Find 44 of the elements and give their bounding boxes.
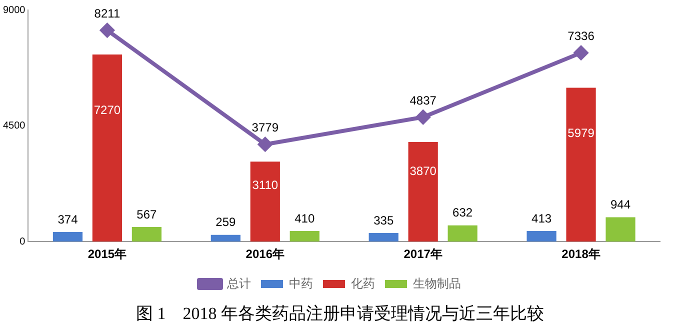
point	[574, 46, 588, 60]
data-label: 8211	[94, 6, 120, 21]
bar	[92, 54, 122, 242]
bar	[132, 227, 162, 242]
data-label: 259	[216, 215, 236, 230]
bar	[290, 231, 320, 242]
data-label: 4837	[410, 93, 437, 108]
data-label: 7270	[94, 102, 121, 117]
y-tick-label: 9000	[2, 4, 26, 16]
legend-label: 总计	[226, 276, 251, 290]
legend-label: 生物制品	[413, 276, 461, 290]
bar	[250, 162, 280, 242]
data-label: 3779	[252, 120, 279, 135]
data-label: 567	[136, 207, 158, 222]
bar	[526, 230, 556, 242]
bar	[566, 88, 596, 242]
point	[258, 137, 272, 152]
x-tick-label: 2016年	[246, 247, 285, 262]
text: 图 1 2018 年各类药品注册申请受理情况与近三年比较	[135, 303, 545, 325]
data-label: 335	[374, 213, 394, 228]
bar	[448, 225, 478, 242]
point	[416, 110, 430, 124]
x-tick-label: 2017年	[404, 247, 442, 262]
data-label: 7336	[568, 29, 595, 44]
bar	[606, 217, 636, 242]
data-label: 5979	[568, 126, 595, 140]
legend-label: 中药	[289, 276, 313, 290]
bar	[52, 232, 83, 242]
data-label: 413	[532, 211, 552, 226]
data-label: 632	[452, 206, 473, 220]
bar	[368, 232, 398, 242]
bar	[210, 234, 240, 242]
y-tick-label: 4500	[2, 120, 26, 132]
data-label: 374	[58, 212, 78, 226]
legend-label: 化药	[351, 276, 375, 290]
data-label: 410	[294, 211, 315, 226]
bar	[408, 142, 438, 242]
y-tick-label: 0	[20, 236, 26, 248]
x-tick-label: 2018年	[562, 247, 600, 262]
data-label: 3110	[252, 178, 278, 192]
data-label: 944	[610, 198, 631, 212]
x-tick-label: 2015年	[88, 247, 127, 262]
point	[100, 23, 114, 38]
data-label: 3870	[410, 164, 437, 178]
